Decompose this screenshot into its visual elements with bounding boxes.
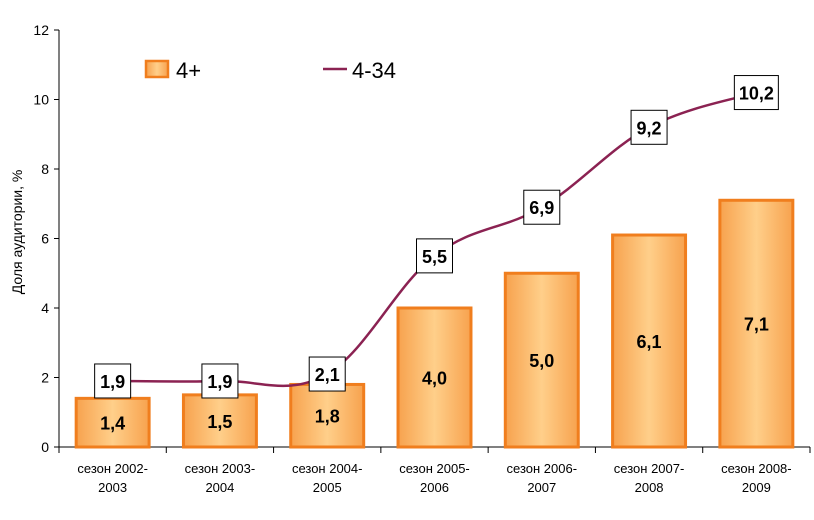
y-tick-label: 0 [41,439,49,455]
axes: 0 2 4 6 8 10 12 сезон 2002- 2003 сезон 2003- 2004 с… [33,22,811,495]
y-tick-label: 2 [41,370,49,386]
bar [718,198,795,449]
bar-value-label: 1,4 [100,414,125,434]
x-tick-label: 2003 [98,480,127,495]
y-tick-label: 6 [41,231,49,247]
x-tick-label: сезон 2003- [185,461,256,476]
line-value-box [308,356,346,392]
line-value-label: 6,9 [529,198,554,218]
line-value-box [523,189,561,225]
line-value-box [94,363,132,399]
data-labels: 1,4 1,5 1,8 4,0 5,0 6,1 7,1 1,9 1,9 2,1 5,5 6,9 9,2 1… [94,75,779,434]
x-tick-label: сезон 2007- [614,461,685,476]
line-value-label: 1,9 [207,372,232,392]
line-value-label: 2,1 [315,365,340,385]
x-tick-label: сезон 2004- [292,461,363,476]
y-tick-label: 10 [33,92,49,108]
x-tick-label: 2004 [205,480,234,495]
legend-swatch-4plus [144,59,170,79]
x-tick-label: сезон 2008- [721,461,792,476]
bar-series-4plus [74,198,795,449]
x-tick-label: 2006 [420,480,449,495]
legend-label-4-34: 4-34 [352,58,396,83]
x-tick-label: сезон 2005- [399,461,470,476]
y-axis-label: Доля аудитории, % [9,170,25,295]
line-value-box [733,75,779,111]
x-tick-label: 2008 [635,480,664,495]
bar [396,306,473,449]
bar [611,233,688,449]
bar [503,271,580,449]
x-tick-label: 2007 [527,480,556,495]
x-tick-label: сезон 2006- [507,461,578,476]
legend: 4+ 4-34 [144,58,396,83]
x-tick-label: 2005 [313,480,342,495]
y-tick-label: 4 [41,300,49,316]
line-value-box [630,109,668,145]
line-value-label: 10,2 [739,84,774,104]
legend-label-4plus: 4+ [176,58,201,83]
line-value-label: 1,9 [100,372,125,392]
y-tick-label: 12 [33,22,49,38]
bar-value-label: 4,0 [422,369,447,389]
line-value-label: 9,2 [637,118,662,138]
y-tick-label: 8 [41,161,49,177]
line-value-box [416,238,453,274]
x-tick-label: 2009 [742,480,771,495]
x-tick-label: сезон 2002- [77,461,148,476]
bar-value-label: 6,1 [637,332,662,352]
bar [289,382,366,449]
bar-value-label: 1,5 [207,412,232,432]
bar [74,396,151,449]
bar-value-label: 5,0 [529,351,554,371]
line-value-box [201,363,239,399]
bar-value-label: 7,1 [744,315,769,335]
line-value-label: 5,5 [422,247,447,267]
bar-value-label: 1,8 [315,407,340,427]
